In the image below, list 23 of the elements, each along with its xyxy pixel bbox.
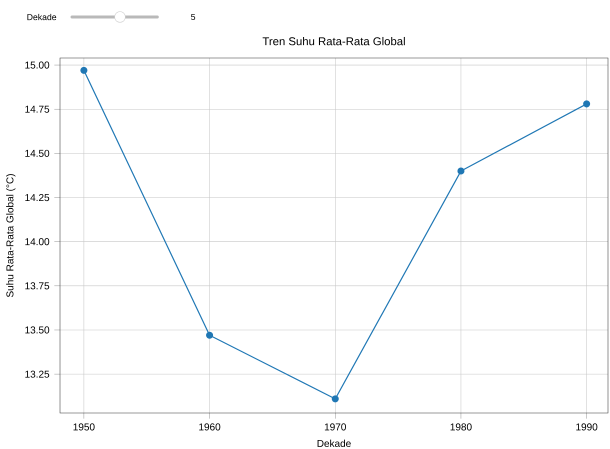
x-tick-label: 1980 — [450, 423, 472, 430]
point — [332, 395, 339, 402]
point — [80, 66, 88, 74]
y-tick-label: 14.50 — [25, 150, 50, 157]
point — [583, 100, 590, 108]
y-tick-label: 13.75 — [25, 282, 50, 290]
x-tick-label: 1960 — [199, 423, 220, 430]
x-axis-title: Dekade — [318, 440, 351, 447]
x-tick-label: 1990 — [576, 423, 598, 430]
x-tick-label: 1970 — [324, 423, 346, 430]
y-tick-label: 14.00 — [25, 238, 50, 246]
text: Dekade — [27, 14, 56, 20]
point — [206, 332, 214, 339]
y-tick-label: 14.25 — [25, 194, 50, 202]
text: 5 — [191, 14, 196, 20]
y-tick-label: 13.25 — [25, 370, 50, 378]
y-tick-label: 15.00 — [25, 62, 50, 69]
x-tick-label: 1950 — [74, 423, 95, 430]
y-tick-label: 13.50 — [25, 326, 50, 334]
y-axis-title: Suhu Rata-Rata Global (°C) — [6, 174, 16, 298]
chart-title: Tren Suhu Rata-Rata Global — [262, 36, 405, 46]
point — [457, 167, 464, 175]
y-tick-label: 14.75 — [25, 106, 50, 113]
